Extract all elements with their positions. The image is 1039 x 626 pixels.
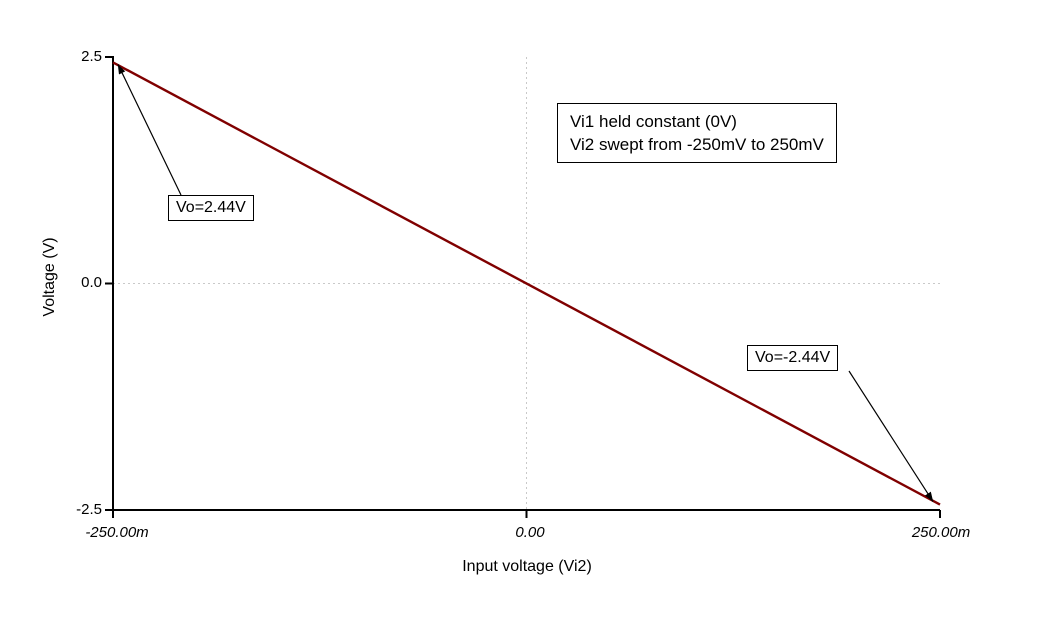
annotation-vo-negative: Vo=-2.44V (747, 345, 839, 371)
y-tick-label: -2.5 (76, 501, 102, 518)
x-tick-label: 0.00 (515, 524, 545, 541)
note-line: Vi2 swept from -250mV to 250mV (570, 135, 824, 154)
note-box: Vi1 held constant (0V) Vi2 swept from -2… (557, 103, 837, 163)
x-tick-label: 250.00m (911, 524, 971, 541)
annotation-vo-positive: Vo=2.44V (168, 195, 254, 221)
x-axis-title: Input voltage (Vi2) (462, 558, 592, 575)
y-tick-label: 2.5 (81, 48, 102, 65)
x-tick-label: -250.00m (85, 524, 149, 541)
y-tick-label: 0.0 (81, 274, 102, 291)
note-line: Vi1 held constant (0V) (570, 112, 737, 131)
